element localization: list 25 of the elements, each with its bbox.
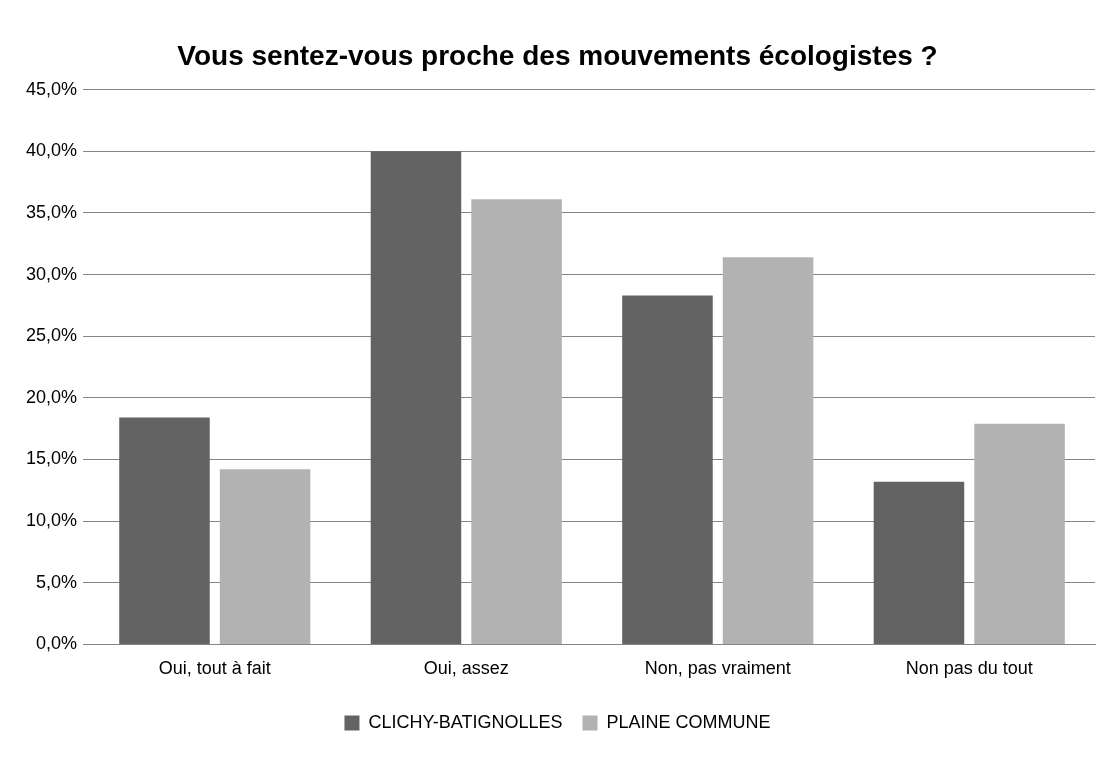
- y-tick-label: 5,0%: [36, 571, 78, 592]
- y-tick-label: 10,0%: [25, 510, 78, 531]
- y-tick-label: 15,0%: [25, 448, 78, 469]
- bar: [119, 417, 210, 644]
- y-tick-label: 25,0%: [25, 325, 78, 346]
- bar: [219, 469, 311, 644]
- legend-label: CLICHY-BATIGNOLLES: [368, 711, 563, 732]
- bar: [974, 423, 1065, 644]
- y-tick-label: 30,0%: [25, 263, 78, 284]
- bar: [471, 199, 562, 644]
- bar: [722, 257, 814, 644]
- y-tick-label: 0,0%: [36, 633, 78, 654]
- x-tick-label: Non pas du tout: [905, 658, 1033, 679]
- chart-title: Vous sentez-vous proche des mouvements écologistes ?: [177, 39, 938, 71]
- y-tick-label: 35,0%: [25, 201, 78, 222]
- y-tick-label: 40,0%: [25, 140, 78, 161]
- legend-label: PLAINE COMMUNE: [606, 711, 771, 732]
- x-tick-label: Oui, tout à fait: [158, 658, 271, 679]
- bar: [622, 295, 713, 644]
- bar: [370, 151, 462, 644]
- y-tick-label: 45,0%: [25, 78, 78, 99]
- y-tick-label: 20,0%: [25, 386, 78, 407]
- x-tick-label: Oui, assez: [423, 658, 509, 679]
- x-tick-label: Non, pas vraiment: [644, 658, 791, 679]
- bar: [873, 481, 965, 644]
